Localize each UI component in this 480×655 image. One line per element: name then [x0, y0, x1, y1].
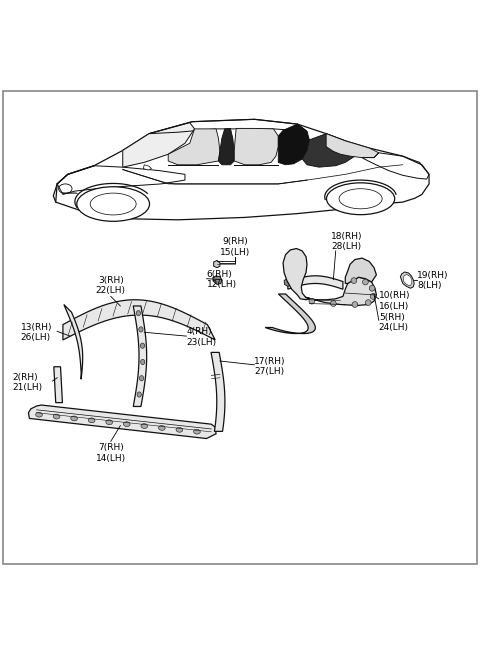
Polygon shape	[53, 119, 429, 220]
Ellipse shape	[139, 375, 144, 381]
Polygon shape	[299, 277, 376, 305]
Polygon shape	[144, 165, 152, 170]
Polygon shape	[133, 306, 147, 407]
Polygon shape	[278, 124, 310, 165]
Circle shape	[369, 286, 375, 291]
Ellipse shape	[77, 187, 150, 221]
Polygon shape	[64, 305, 83, 379]
Ellipse shape	[140, 343, 144, 348]
Text: 3(RH)
22(LH): 3(RH) 22(LH)	[96, 276, 126, 295]
Polygon shape	[302, 134, 355, 167]
Text: 9(RH)
15(LH): 9(RH) 15(LH)	[220, 237, 251, 257]
Polygon shape	[54, 367, 62, 403]
Text: 18(RH)
28(LH): 18(RH) 28(LH)	[331, 231, 362, 251]
Ellipse shape	[326, 183, 395, 215]
Polygon shape	[168, 129, 220, 165]
Ellipse shape	[141, 360, 145, 365]
Polygon shape	[63, 300, 215, 340]
Ellipse shape	[193, 429, 200, 434]
Text: 5(RH)
24(LH): 5(RH) 24(LH)	[379, 313, 409, 333]
Ellipse shape	[158, 426, 165, 430]
Polygon shape	[288, 276, 343, 290]
Ellipse shape	[176, 428, 183, 432]
Polygon shape	[326, 134, 379, 158]
Text: 4(RH)
23(LH): 4(RH) 23(LH)	[186, 328, 216, 346]
Polygon shape	[284, 278, 291, 286]
Text: 19(RH)
8(LH): 19(RH) 8(LH)	[417, 271, 449, 290]
Ellipse shape	[88, 418, 95, 422]
Ellipse shape	[136, 310, 141, 316]
Circle shape	[330, 301, 336, 307]
Ellipse shape	[53, 414, 60, 419]
Text: 17(RH)
27(LH): 17(RH) 27(LH)	[254, 357, 286, 377]
Text: 7(RH)
14(LH): 7(RH) 14(LH)	[96, 443, 126, 462]
Ellipse shape	[123, 422, 130, 426]
Circle shape	[309, 298, 315, 304]
Circle shape	[370, 293, 376, 299]
Polygon shape	[123, 122, 194, 167]
Polygon shape	[400, 272, 414, 288]
Circle shape	[352, 302, 358, 307]
Polygon shape	[403, 274, 412, 286]
Polygon shape	[28, 405, 216, 439]
Polygon shape	[283, 248, 311, 300]
Text: 2(RH)
21(LH): 2(RH) 21(LH)	[12, 373, 43, 392]
Polygon shape	[214, 261, 220, 268]
Ellipse shape	[106, 420, 112, 424]
Circle shape	[351, 278, 357, 284]
Polygon shape	[213, 276, 222, 284]
Polygon shape	[345, 258, 376, 284]
Polygon shape	[234, 128, 278, 165]
Polygon shape	[265, 294, 315, 333]
Text: 10(RH)
16(LH): 10(RH) 16(LH)	[379, 291, 410, 311]
Polygon shape	[211, 352, 225, 432]
Circle shape	[362, 279, 368, 285]
Ellipse shape	[71, 416, 77, 421]
Text: 6(RH)
12(LH): 6(RH) 12(LH)	[206, 270, 237, 290]
Circle shape	[365, 300, 371, 305]
Ellipse shape	[139, 327, 143, 332]
Text: 13(RH)
26(LH): 13(RH) 26(LH)	[21, 322, 52, 342]
Ellipse shape	[141, 424, 148, 428]
Ellipse shape	[137, 392, 141, 397]
Polygon shape	[218, 128, 234, 165]
Ellipse shape	[36, 412, 42, 417]
